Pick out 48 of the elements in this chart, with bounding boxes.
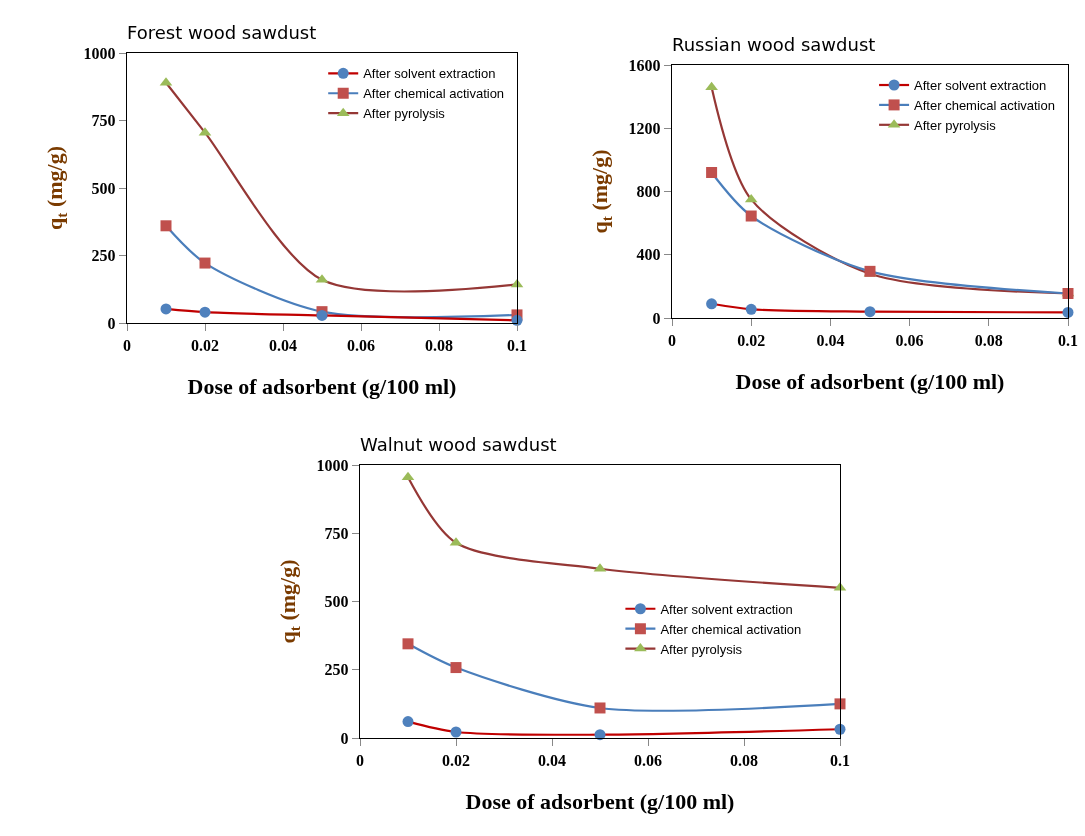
y-tick-label: 1200: [628, 119, 661, 137]
y-tick-label: 500: [91, 179, 116, 197]
x-axis-title: Dose of adsorbent (g/100 ml): [735, 369, 1005, 395]
x-tick-label: 0.02: [737, 331, 766, 349]
x-tick-label: 0.1: [830, 751, 850, 769]
x-tick-label: 0.04: [538, 751, 566, 769]
x-tick-label: 0.08: [425, 336, 453, 354]
x-tick-label: 0.02: [442, 751, 470, 769]
legend-label: After solvent extraction: [660, 601, 793, 617]
x-tick-label: 0.1: [1058, 331, 1078, 349]
x-tick-label: 0.08: [974, 331, 1003, 349]
chart-title: Walnut wood sawdust: [360, 434, 557, 455]
y-tick-label: 0: [107, 314, 116, 332]
x-tick-label: 0.08: [730, 751, 758, 769]
y-tick-label: 0: [652, 309, 661, 327]
legend-label: After pyrolysis: [363, 106, 446, 122]
legend-label: After solvent extraction: [914, 78, 1047, 94]
y-tick-label: 800: [636, 183, 661, 201]
legend-label: After chemical activation: [660, 621, 802, 637]
x-axis-title: Dose of adsorbent (g/100 ml): [187, 374, 457, 400]
x-tick-label: 0.06: [347, 336, 375, 354]
x-tick-label: 0.04: [816, 331, 845, 349]
y-tick-label: 750: [324, 524, 349, 542]
y-tick-label: 750: [91, 112, 116, 130]
x-axis-title: Dose of adsorbent (g/100 ml): [465, 789, 735, 815]
chart-title: Forest wood sawdust: [127, 22, 317, 43]
legend-label: After pyrolysis: [660, 641, 743, 657]
legend-label: After chemical activation: [914, 97, 1055, 113]
y-tick-label: 400: [636, 246, 661, 264]
legend-label: After chemical activation: [363, 86, 505, 102]
x-tick-label: 0: [668, 331, 676, 349]
y-tick-label: 250: [324, 661, 349, 679]
y-tick-label: 1000: [83, 44, 116, 62]
x-tick-label: 0.1: [507, 336, 527, 354]
x-tick-label: 0.02: [191, 336, 219, 354]
x-tick-label: 0: [123, 336, 131, 354]
y-tick-label: 500: [324, 593, 349, 611]
x-tick-label: 0.06: [634, 751, 662, 769]
x-tick-label: 0.04: [269, 336, 297, 354]
y-tick-label: 0: [340, 729, 349, 747]
y-tick-label: 1600: [628, 56, 661, 74]
y-tick-label: 1000: [316, 456, 349, 474]
x-tick-label: 0.06: [895, 331, 924, 349]
x-tick-label: 0: [356, 751, 364, 769]
legend-label: After solvent extraction: [363, 66, 496, 82]
legend-label: After pyrolysis: [914, 117, 997, 133]
chart-title: Russian wood sawdust: [672, 34, 876, 55]
y-tick-label: 250: [91, 247, 116, 265]
